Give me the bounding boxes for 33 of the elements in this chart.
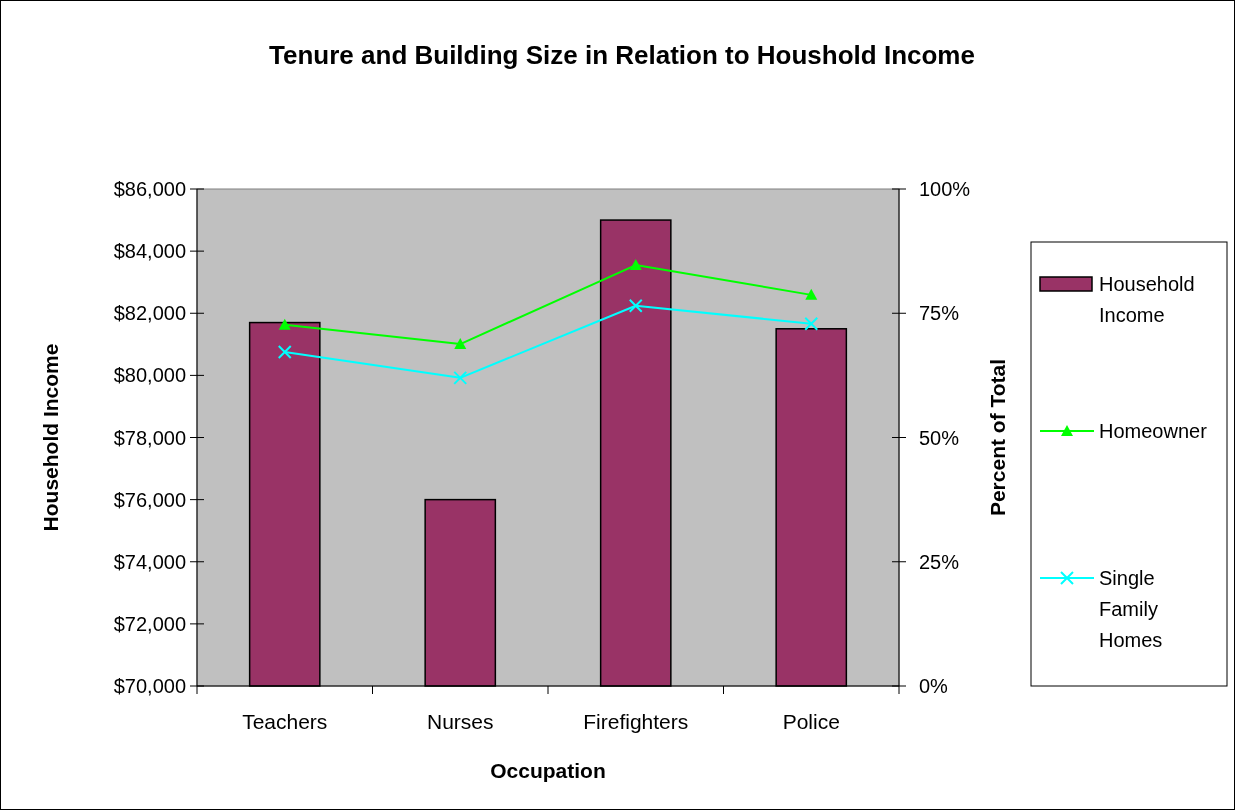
point bbox=[804, 316, 819, 331]
y-tick-label: $86,000 bbox=[113, 178, 186, 200]
y2-tick-label: 50% bbox=[919, 426, 960, 449]
y2-tick-label: 25% bbox=[919, 550, 960, 573]
x-axis-title: Occupation bbox=[490, 759, 606, 782]
y-axis-title: Household Income bbox=[39, 343, 62, 532]
y2-tick-label: 0% bbox=[919, 675, 949, 697]
legend-label: Single Family Homes bbox=[1099, 567, 1163, 651]
y-tick-label: $78,000 bbox=[113, 426, 186, 449]
y-tick-label: $70,000 bbox=[113, 675, 186, 697]
point bbox=[629, 259, 642, 271]
legend-label: Homeowner bbox=[1099, 420, 1208, 442]
y-tick-label: $76,000 bbox=[113, 488, 186, 511]
y-tick-label: $74,000 bbox=[113, 550, 186, 573]
x-tick-label: Teachers bbox=[242, 710, 328, 733]
point bbox=[277, 345, 292, 360]
y2-tick-label: 100% bbox=[919, 178, 971, 200]
chart-title: Tenure and Building Size in Relation to Houshold Income bbox=[269, 40, 975, 70]
y-tick-label: $72,000 bbox=[113, 612, 186, 635]
legend-label: Household Income bbox=[1099, 273, 1195, 326]
x-tick-label: Firefighters bbox=[583, 710, 689, 733]
x-tick-label: Police bbox=[782, 710, 840, 733]
y2-axis-title: Percent of Total bbox=[986, 358, 1009, 517]
x-tick-label: Nurses bbox=[426, 710, 494, 733]
point bbox=[278, 318, 291, 330]
point bbox=[805, 288, 818, 300]
point bbox=[628, 298, 643, 313]
point bbox=[453, 370, 468, 385]
y-tick-label: $84,000 bbox=[113, 240, 186, 263]
point bbox=[454, 338, 467, 350]
y-tick-label: $82,000 bbox=[113, 302, 186, 325]
y-tick-label: $80,000 bbox=[113, 364, 186, 387]
y2-tick-label: 75% bbox=[919, 302, 960, 325]
